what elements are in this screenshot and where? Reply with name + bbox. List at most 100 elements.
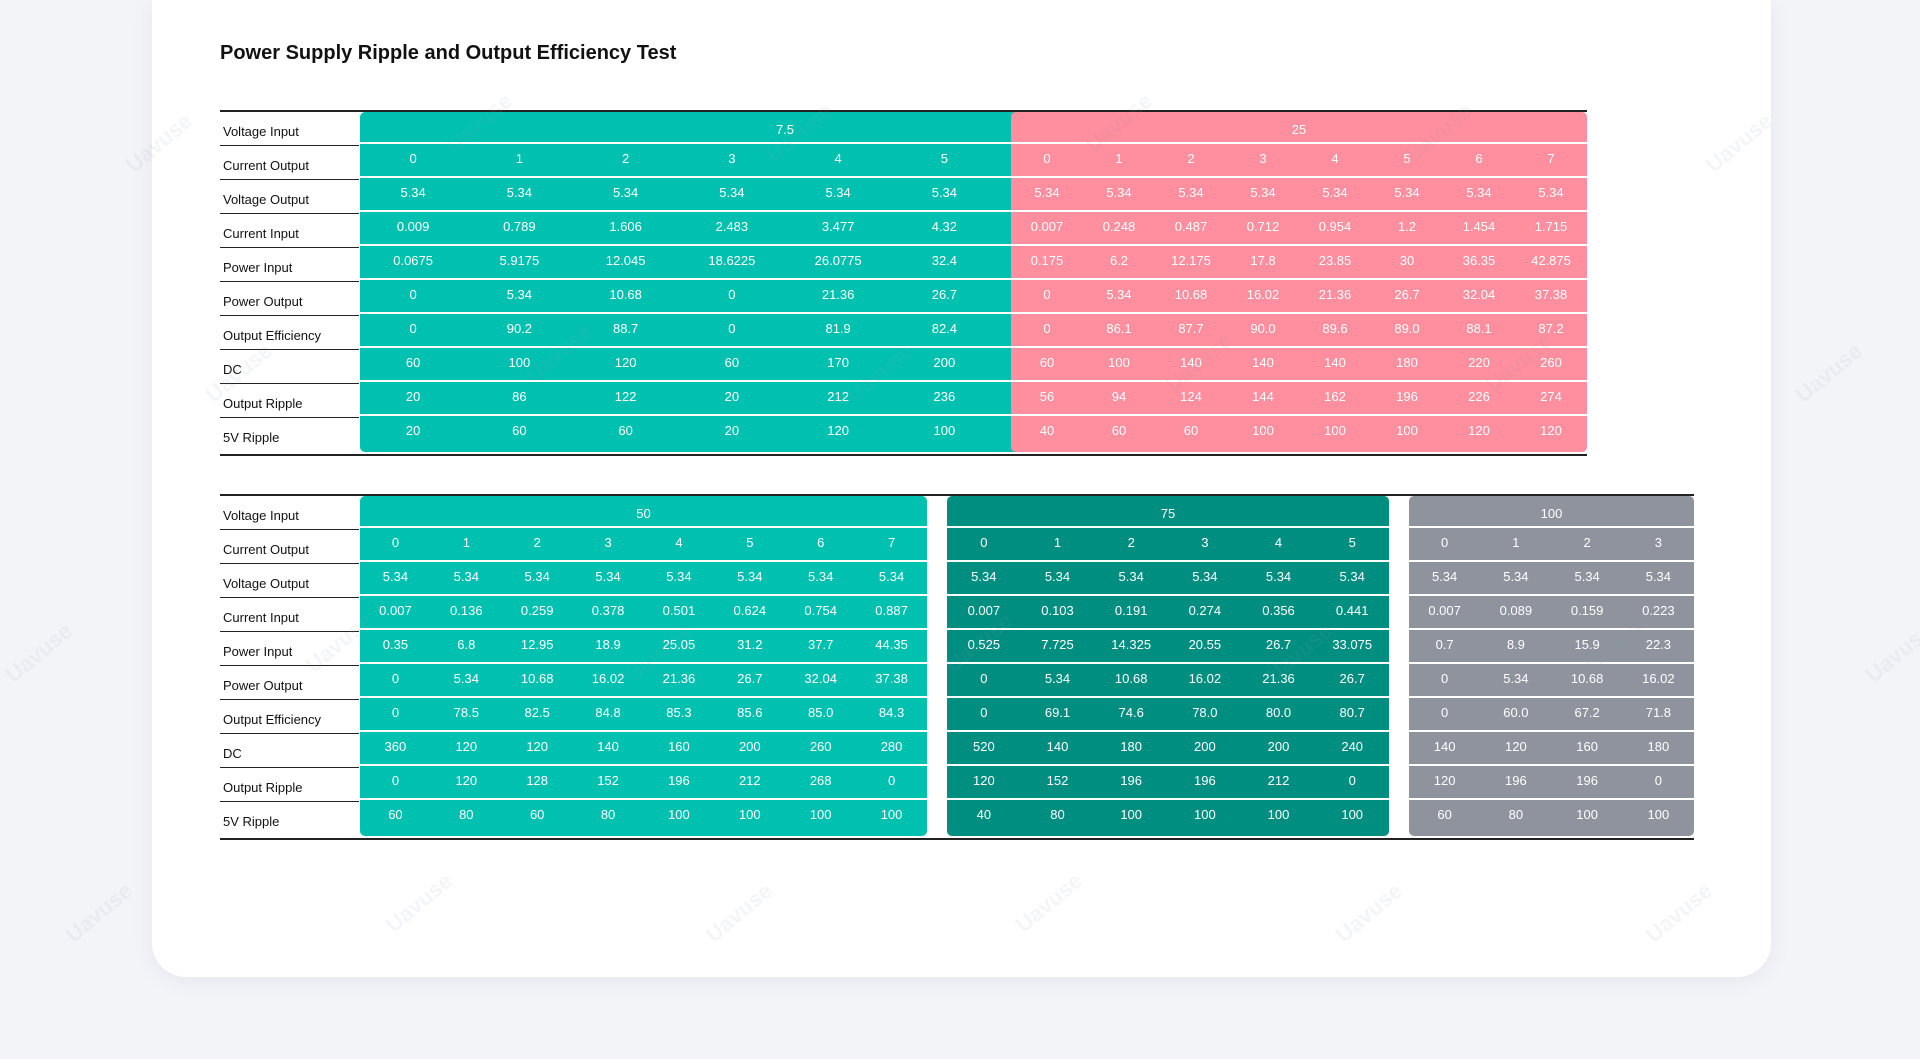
table-cell: 5.34 bbox=[524, 569, 550, 584]
table-cell: 4 bbox=[834, 151, 842, 166]
table-cell: 0.441 bbox=[1335, 603, 1369, 618]
table-cell: 86.1 bbox=[1106, 321, 1132, 336]
table-cell: 94 bbox=[1111, 389, 1127, 404]
table-cell: 18.9 bbox=[595, 637, 621, 652]
table-row-output-ripple: 120 152 196 196 212 0 bbox=[947, 766, 1389, 800]
table-cell: 86 bbox=[512, 389, 527, 404]
table-cell: 0.159 bbox=[1570, 603, 1604, 618]
table-cell: 212 bbox=[1267, 773, 1290, 788]
table-cell: 140 bbox=[597, 739, 619, 754]
table-cell: 120 bbox=[614, 355, 637, 370]
table-cell: 88.1 bbox=[1466, 321, 1492, 336]
table-cell: 0.887 bbox=[875, 603, 908, 618]
table-cell: 4.32 bbox=[931, 219, 958, 234]
table-cell: 100 bbox=[1267, 807, 1290, 822]
bottom-rule bbox=[220, 838, 1694, 840]
table-cell: 196 bbox=[1396, 389, 1418, 404]
table-cell: 140 bbox=[1180, 355, 1202, 370]
watermark-text: Uavuse bbox=[0, 617, 77, 688]
table-cell: 196 bbox=[1505, 773, 1527, 788]
voltage-input-header: 100 bbox=[1409, 496, 1694, 528]
table-cell: 84.8 bbox=[595, 705, 621, 720]
table-cell: 0 bbox=[1441, 705, 1449, 720]
table-cell: 200 bbox=[1194, 739, 1216, 754]
table-cell: 87.7 bbox=[1178, 321, 1204, 336]
table-row-power-output: 0 5.34 10.68 16.02 21.36 26.7 32.04 37.38 bbox=[1011, 280, 1587, 314]
table-cell: 162 bbox=[1324, 389, 1346, 404]
table-cell: 5.34 bbox=[1178, 185, 1204, 200]
table-cell: 0.754 bbox=[804, 603, 837, 618]
table-cell: 0 bbox=[409, 287, 417, 302]
table-cell: 268 bbox=[809, 773, 832, 788]
table-cell: 60 bbox=[388, 807, 403, 822]
table-cell: 60.0 bbox=[1503, 705, 1529, 720]
table-row-power-input: 0.175 6.2 12.175 17.8 23.85 30 36.35 42.875 bbox=[1011, 246, 1587, 280]
table-row-dc: 520 140 180 200 200 240 bbox=[947, 732, 1389, 766]
table-row-current-output: 0 1 2 3 4 5 bbox=[947, 528, 1389, 562]
table-cell: 5.34 bbox=[1265, 569, 1292, 584]
table-row-current-input: 0.007 0.248 0.487 0.712 0.954 1.2 1.454 1.715 bbox=[1011, 212, 1587, 246]
table-cell: 7 bbox=[1547, 151, 1555, 166]
table-cell: 152 bbox=[1046, 773, 1069, 788]
table-cell: 0.487 bbox=[1174, 219, 1208, 234]
table-row-current-output: 0 1 2 3 4 5 6 7 bbox=[1011, 144, 1587, 178]
table-cell: 0 bbox=[391, 705, 400, 720]
table-cell: 18.6225 bbox=[708, 253, 756, 268]
table-cell: 90.2 bbox=[506, 321, 533, 336]
table-cell: 260 bbox=[1540, 355, 1562, 370]
table-cell: 0.103 bbox=[1041, 603, 1074, 618]
table-cell: 82.4 bbox=[931, 321, 958, 336]
table-cell: 80.7 bbox=[1339, 705, 1365, 720]
table-row-power-input: 0.7 8.9 15.9 22.3 bbox=[1409, 630, 1694, 664]
table-row-power-input: 0.35 6.8 12.95 18.9 25.05 31.2 37.7 44.35 bbox=[360, 630, 927, 664]
table-cell: 1 bbox=[462, 535, 470, 550]
table-cell: 10.68 bbox=[520, 671, 554, 686]
table-cell: 100 bbox=[880, 807, 903, 822]
table-cell: 0.009 bbox=[396, 219, 430, 234]
table-cell: 5.34 bbox=[1106, 185, 1132, 200]
table-cell: 7.725 bbox=[1041, 637, 1074, 652]
table-row-voltage-output: 5.34 5.34 5.34 5.34 5.34 5.34 5.34 5.34 bbox=[360, 562, 927, 596]
voltage-input-header: 50 bbox=[360, 496, 927, 528]
table-row-dc: 140 120 160 180 bbox=[1409, 732, 1694, 766]
table-cell: 2.483 bbox=[715, 219, 749, 234]
table-cell: 12.175 bbox=[1171, 253, 1211, 268]
table-row-ripple-5v: 60 80 100 100 bbox=[1409, 800, 1694, 832]
table-cell: 0.007 bbox=[379, 603, 412, 618]
table-cell: 17.8 bbox=[1250, 253, 1276, 268]
table-cell: 0 bbox=[980, 705, 988, 720]
table-cell: 160 bbox=[1576, 739, 1598, 754]
table-cell: 128 bbox=[526, 773, 549, 788]
table-cell: 8.9 bbox=[1506, 637, 1525, 652]
table-cell: 140 bbox=[1324, 355, 1346, 370]
table-row-voltage-output: 5.34 5.34 5.34 5.34 bbox=[1409, 562, 1694, 596]
table-cell: 0.35 bbox=[382, 637, 409, 652]
table-cell: 14.325 bbox=[1111, 637, 1152, 652]
table-cell: 5.34 bbox=[1322, 185, 1348, 200]
table-block-top: Voltage Input Current Output Voltage Outpu… bbox=[220, 110, 1587, 456]
table-row-current-input: 0.007 0.089 0.159 0.223 bbox=[1409, 596, 1694, 630]
table-cell: 60 bbox=[529, 807, 545, 822]
table-cell: 144 bbox=[1252, 389, 1274, 404]
table-cell: 26.7 bbox=[737, 671, 763, 686]
table-cell: 1.715 bbox=[1534, 219, 1568, 234]
table-cell: 60 bbox=[1437, 807, 1452, 822]
table-cell: 32.04 bbox=[804, 671, 837, 686]
table-cell: 3 bbox=[1201, 535, 1209, 550]
table-row-output-efficiency: 0 60.0 67.2 71.8 bbox=[1409, 698, 1694, 732]
table-cell: 80 bbox=[1508, 807, 1524, 822]
table-cell: 2 bbox=[1583, 535, 1591, 550]
table-cell: 1.2 bbox=[1397, 219, 1417, 234]
table-cell: 21.36 bbox=[1318, 287, 1352, 302]
table-row-output-efficiency: 0 78.5 82.5 84.8 85.3 85.6 85.0 84.3 bbox=[360, 698, 927, 732]
table-cell: 60 bbox=[618, 423, 633, 438]
table-cell: 5.34 bbox=[595, 569, 621, 584]
table-row-ripple-5v: 40 80 100 100 100 100 bbox=[947, 800, 1389, 832]
table-row-power-output: 0 5.34 10.68 16.02 bbox=[1409, 664, 1694, 698]
table-cell: 60 bbox=[724, 355, 740, 370]
table-cell: 120 bbox=[455, 739, 478, 754]
table-cell: 74.6 bbox=[1118, 705, 1144, 720]
table-cell: 0.0675 bbox=[393, 253, 433, 268]
table-cell: 196 bbox=[1120, 773, 1143, 788]
watermark-text: Uavuse bbox=[60, 877, 137, 948]
